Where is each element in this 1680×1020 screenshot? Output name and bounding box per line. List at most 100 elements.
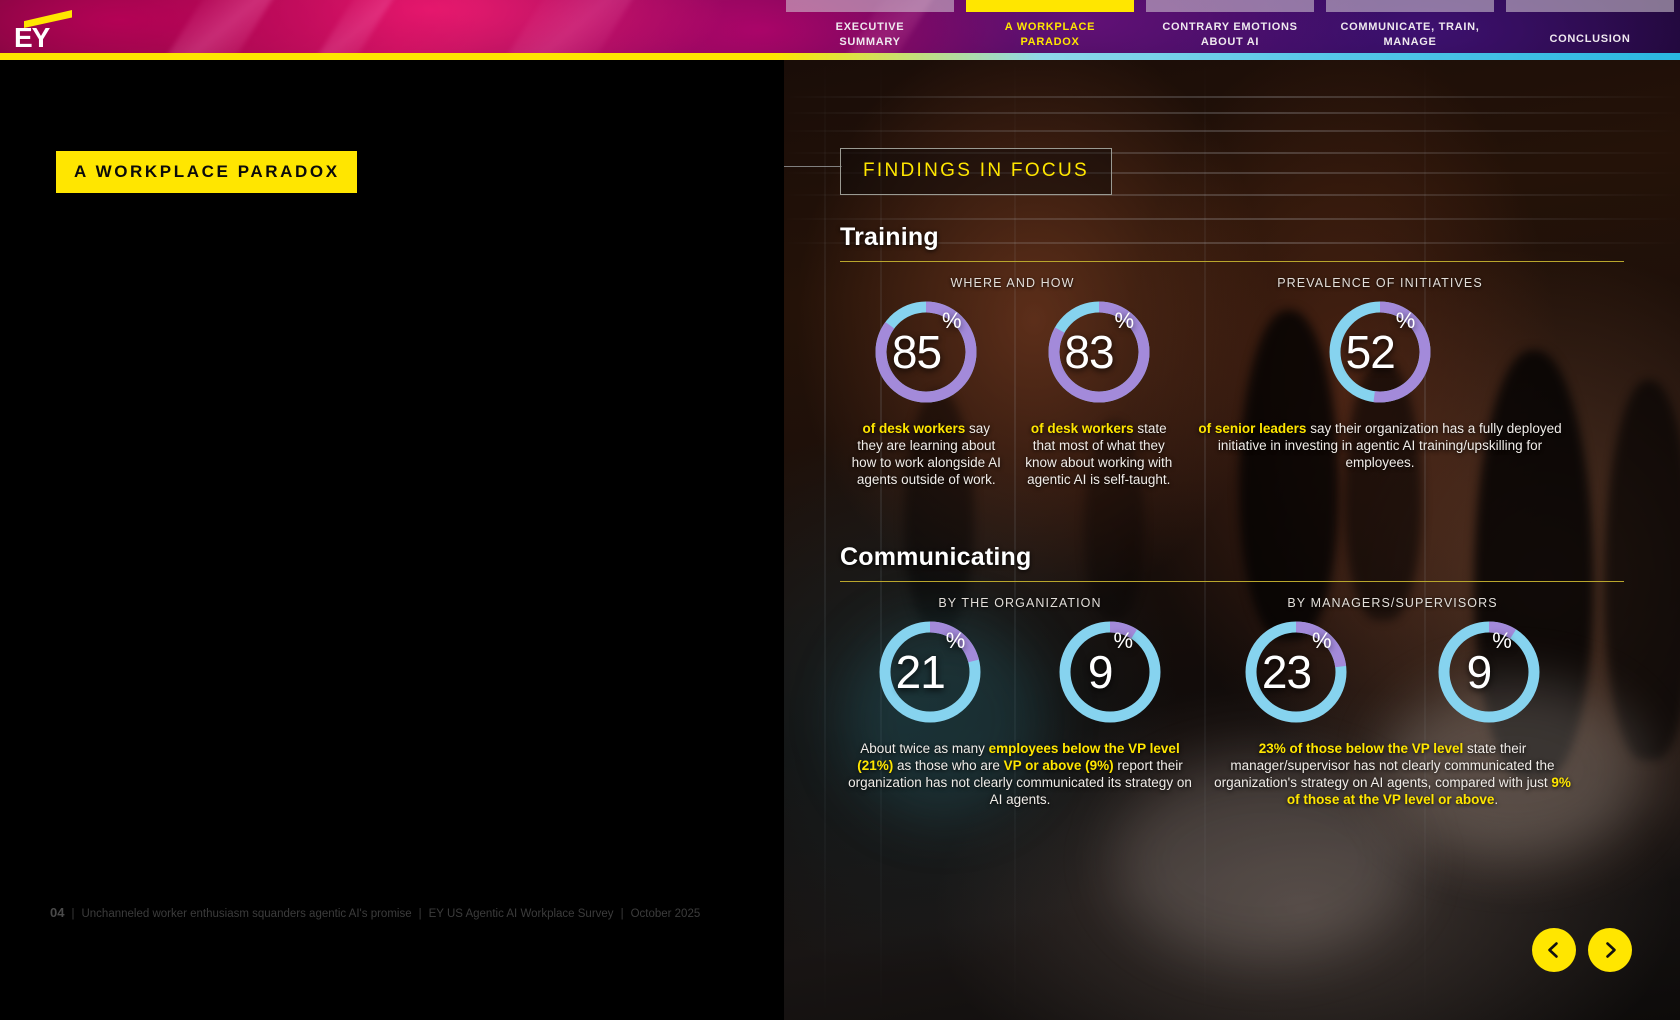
donut-value-arc xyxy=(1048,301,1150,403)
nav-tab-conclusion[interactable]: CONCLUSION xyxy=(1500,0,1680,60)
footer-divider: | xyxy=(620,908,624,920)
figure-silhouette xyxy=(904,390,974,630)
page-title: A WORKPLACE PARADOX xyxy=(56,151,357,193)
stat-group-header: BY MANAGERS/SUPERVISORS xyxy=(1287,596,1498,610)
nav-tab-indicator xyxy=(1146,0,1314,12)
section-communicating: Communicating BY THE ORGANIZATION 21% 9% Abo… xyxy=(840,545,1624,808)
donut-value-label: 9% xyxy=(1056,618,1164,726)
scan-streak xyxy=(784,96,1680,98)
chevron-left-icon xyxy=(1548,942,1558,958)
nav-tab-label: CONCLUSION xyxy=(1549,33,1631,45)
nav-tab-indicator xyxy=(786,0,954,12)
section-nav: EXECUTIVE SUMMARY A WORKPLACE PARADOX CONTRA… xyxy=(780,0,1680,60)
donut-percent-sign: % xyxy=(1114,308,1135,333)
figure-silhouette xyxy=(1474,350,1594,780)
ey-wordmark: EY xyxy=(14,22,50,53)
donut-value-arc xyxy=(1245,621,1347,723)
donut-value-arc xyxy=(1059,621,1161,723)
scan-streak xyxy=(784,172,1680,174)
scan-streak xyxy=(784,112,1680,114)
nav-tab-communicate-train-manage[interactable]: COMMUNICATE, TRAIN, MANAGE xyxy=(1320,0,1500,60)
donut-percent-sign: % xyxy=(1113,628,1134,653)
nav-tab-indicator xyxy=(1326,0,1494,12)
footer-report-title: Unchanneled worker enthusiasm squanders … xyxy=(81,908,412,920)
stat-group-header: BY THE ORGANIZATION xyxy=(938,596,1102,610)
footer-date: October 2025 xyxy=(630,908,701,920)
donut-stat: 21% xyxy=(840,618,1020,726)
stat-caption-highlight: of desk workers xyxy=(862,421,966,436)
findings-in-focus-badge: FINDINGS IN FOCUS xyxy=(840,148,1112,195)
pager-controls xyxy=(1532,928,1632,972)
donut-value-arc xyxy=(1438,621,1540,723)
section-rule xyxy=(840,261,1624,262)
next-page-button[interactable] xyxy=(1588,928,1632,972)
stat-caption: of desk workers state that most of what … xyxy=(1025,421,1173,487)
donut-chart-52 xyxy=(1329,301,1431,403)
donut-chart: 83% xyxy=(1045,298,1153,406)
section-title: Communicating xyxy=(840,543,1032,571)
scan-streak xyxy=(1204,60,1206,1020)
section-training: Training WHERE AND HOW 85% 83% of desk worke… xyxy=(840,225,1624,488)
donut-stat: 83% xyxy=(1013,298,1186,406)
donut-chart: 21% xyxy=(876,618,984,726)
scan-streak xyxy=(784,152,1680,154)
nav-tab-contrary-emotions-about-ai[interactable]: CONTRARY EMOTIONS ABOUT AI xyxy=(1140,0,1320,60)
donut-percent-sign: % xyxy=(1312,628,1332,653)
light-glow xyxy=(1114,760,1414,960)
donut-row: 85% 83% xyxy=(840,298,1185,406)
scan-streak xyxy=(784,130,1680,132)
donut-row: 52% xyxy=(1185,298,1575,406)
nav-tab-indicator xyxy=(966,0,1134,12)
scan-streak xyxy=(880,60,882,1020)
caption-row: of senior leaders say their organization… xyxy=(1185,420,1575,471)
figure-silhouette xyxy=(1344,360,1422,620)
donut-chart-83 xyxy=(1048,301,1150,403)
nav-tab-label: A WORKPLACE PARADOX xyxy=(1004,21,1096,48)
scan-streak xyxy=(784,218,1680,220)
ey-logo[interactable]: EY xyxy=(10,8,72,53)
stat-caption: About twice as many employees below the … xyxy=(848,741,1192,807)
nav-tab-indicator xyxy=(1506,0,1674,12)
scan-streak xyxy=(784,194,1680,196)
donut-stat: 9% xyxy=(1393,618,1586,726)
donut-value-number: 23 xyxy=(1261,646,1312,698)
donut-row: 21% 9% xyxy=(840,618,1200,726)
stat-group: PREVALENCE OF INITIATIVES 52% of senior le… xyxy=(1185,276,1575,488)
nav-tab-a-workplace-paradox[interactable]: A WORKPLACE PARADOX xyxy=(960,0,1140,60)
section-columns: BY THE ORGANIZATION 21% 9% About twice as m… xyxy=(840,596,1624,808)
stat-group: WHERE AND HOW 85% 83% of desk workers say t… xyxy=(840,276,1185,488)
donut-value-number: 9 xyxy=(1087,646,1114,698)
donut-row: 23% 9% xyxy=(1200,618,1585,726)
stat-group: BY THE ORGANIZATION 21% 9% About twice as m… xyxy=(840,596,1200,808)
nav-tab-label: COMMUNICATE, TRAIN, MANAGE xyxy=(1340,21,1480,48)
donut-value-number: 85 xyxy=(891,326,942,378)
donut-value-label: 21% xyxy=(876,618,984,726)
prev-page-button[interactable] xyxy=(1532,928,1576,972)
figure-silhouette xyxy=(1084,420,1144,620)
donut-chart-9 xyxy=(1059,621,1161,723)
stat-caption: 23% of those below the VP level state th… xyxy=(1214,741,1571,807)
donut-chart: 52% xyxy=(1326,298,1434,406)
donut-chart-23 xyxy=(1245,621,1347,723)
scan-streak xyxy=(784,242,1680,244)
stat-caption: of senior leaders say their organization… xyxy=(1198,421,1562,470)
scan-streak xyxy=(1014,60,1016,1020)
donut-value-number: 52 xyxy=(1345,326,1396,378)
scan-streak xyxy=(824,60,826,1020)
section-rule xyxy=(840,581,1624,582)
caption-row: About twice as many employees below the … xyxy=(840,740,1200,808)
donut-stat: 23% xyxy=(1200,618,1393,726)
nav-tab-executive-summary[interactable]: EXECUTIVE SUMMARY xyxy=(780,0,960,60)
donut-chart-85 xyxy=(875,301,977,403)
stat-group-header: PREVALENCE OF INITIATIVES xyxy=(1277,276,1483,290)
findings-connector-line xyxy=(784,166,842,167)
page-header: EY EXECUTIVE SUMMARY A WORKPLACE PARADOX CON… xyxy=(0,0,1680,96)
donut-value-arc xyxy=(879,621,981,723)
donut-value-label: 52% xyxy=(1326,298,1434,406)
footer-survey-name: EY US Agentic AI Workplace Survey xyxy=(428,908,614,920)
stat-caption-highlight: of desk workers xyxy=(1030,421,1134,436)
donut-value-label: 85% xyxy=(872,298,980,406)
donut-value-number: 21 xyxy=(895,646,946,698)
footer-divider: | xyxy=(418,908,422,920)
